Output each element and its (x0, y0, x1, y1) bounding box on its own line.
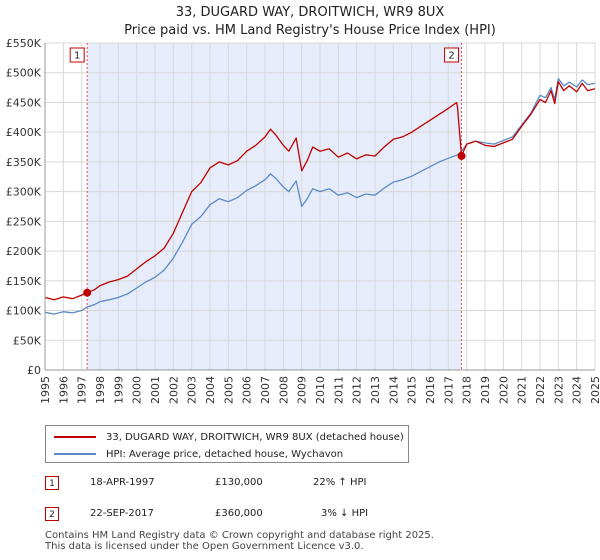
x-tick-label: 2007 (259, 376, 272, 404)
x-tick-label: 2005 (222, 376, 235, 404)
x-tick-label: 2013 (369, 376, 382, 404)
y-tick-label: £550K (6, 37, 42, 50)
y-tick-label: £350K (6, 156, 42, 169)
x-tick-label: 2003 (186, 376, 199, 404)
x-tick-label: 2022 (534, 376, 547, 404)
y-tick-label: £250K (6, 215, 42, 228)
transaction-price: £360,000 (215, 508, 263, 519)
transaction-price: £130,000 (215, 477, 263, 488)
x-tick-label: 2025 (589, 376, 600, 404)
transaction-marker-badge: 2 (45, 507, 59, 521)
y-tick-label: £450K (6, 96, 42, 109)
legend-item-property: 33, DUGARD WAY, DROITWICH, WR9 8UX (deta… (54, 429, 404, 445)
x-tick-label: 2014 (387, 376, 400, 404)
sale-marker-label: 1 (74, 51, 80, 62)
transaction-date: 18-APR-1997 (90, 477, 155, 488)
x-tick-label: 2009 (296, 376, 309, 404)
legend: 33, DUGARD WAY, DROITWICH, WR9 8UX (deta… (45, 425, 409, 463)
x-tick-label: 2004 (204, 376, 217, 404)
y-tick-label: £0 (27, 364, 41, 377)
legend-label-hpi: HPI: Average price, detached house, Wych… (106, 448, 344, 460)
x-tick-label: 2021 (516, 376, 529, 404)
footer: Contains HM Land Registry data © Crown c… (45, 530, 434, 552)
chart-title: 33, DUGARD WAY, DROITWICH, WR9 8UX (176, 5, 445, 20)
chart-subtitle: Price paid vs. HM Land Registry's House … (124, 23, 496, 38)
legend-label-property: 33, DUGARD WAY, DROITWICH, WR9 8UX (deta… (106, 431, 404, 443)
property-price-line (44, 80, 596, 301)
y-tick-label: £150K (6, 275, 42, 288)
x-tick-label: 2006 (241, 376, 254, 404)
x-tick-label: 1998 (94, 376, 107, 404)
x-tick-label: 2011 (332, 376, 345, 404)
hpi-line (44, 78, 596, 315)
sale-point (83, 288, 92, 297)
y-tick-label: £300K (6, 186, 42, 199)
y-tick-label: £400K (6, 126, 42, 139)
x-tick-label: 2018 (461, 376, 474, 404)
x-tick-label: 1996 (57, 376, 70, 404)
legend-swatch-red (54, 436, 96, 438)
x-tick-label: 2020 (497, 376, 510, 404)
x-tick-label: 2019 (479, 376, 492, 404)
footer-licence: This data is licensed under the Open Gov… (45, 541, 364, 552)
x-tick-label: 2010 (314, 376, 327, 404)
sale-point (457, 151, 466, 160)
transaction-marker-badge: 1 (45, 476, 59, 490)
x-tick-label: 1999 (112, 376, 125, 404)
x-tick-label: 2015 (406, 376, 419, 404)
price-chart: 33, DUGARD WAY, DROITWICH, WR9 8UX Price… (6, 5, 600, 404)
footer-copyright: Contains HM Land Registry data © Crown c… (45, 530, 434, 541)
x-tick-label: 2002 (167, 376, 180, 404)
transaction-hpi: 22% ↑ HPI (313, 477, 367, 488)
y-tick-label: £200K (6, 245, 42, 258)
x-tick-label: 1995 (39, 376, 52, 404)
x-tick-label: 2008 (277, 376, 290, 404)
x-tick-label: 2023 (552, 376, 565, 404)
x-tick-label: 2000 (131, 376, 144, 404)
y-tick-label: £500K (6, 67, 42, 80)
x-tick-label: 2017 (442, 376, 455, 404)
x-tick-label: 2001 (149, 376, 162, 404)
x-tick-label: 2024 (571, 376, 584, 404)
y-tick-label: £100K (6, 305, 42, 318)
transaction-hpi: 3% ↓ HPI (321, 508, 369, 519)
sale-marker-label: 2 (448, 51, 454, 62)
x-tick-label: 2016 (424, 376, 437, 404)
transaction-date: 22-SEP-2017 (90, 508, 154, 519)
x-tick-label: 2012 (351, 376, 364, 404)
ownership-period-shading (87, 43, 462, 370)
sale-marker-box (69, 47, 85, 63)
x-tick-label: 1997 (76, 376, 89, 404)
y-tick-label: £50K (13, 334, 42, 347)
legend-swatch-blue (54, 453, 96, 455)
legend-item-hpi: HPI: Average price, detached house, Wych… (54, 446, 343, 462)
sale-marker-box (444, 47, 460, 63)
